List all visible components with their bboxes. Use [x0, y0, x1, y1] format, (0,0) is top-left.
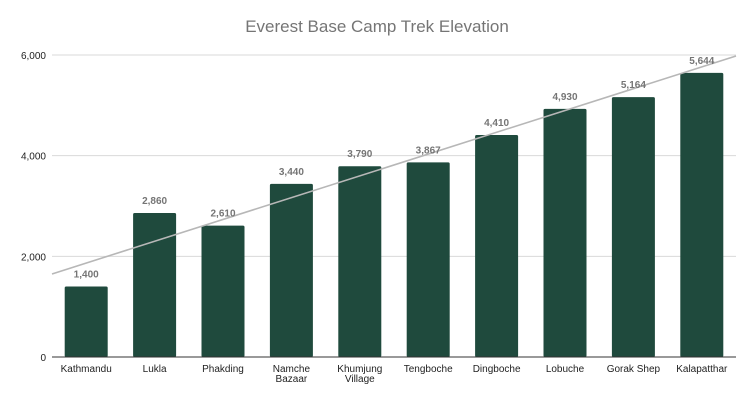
x-tick-label: Namche Bazaar: [273, 364, 311, 385]
x-tick-label-line: Village: [345, 374, 375, 385]
x-tick-label-line: Namche: [273, 364, 311, 375]
x-tick-label: Kalapatthar: [676, 364, 728, 375]
x-tick-label-line: Khumjung: [337, 364, 382, 375]
x-tick-label-line: Lukla: [143, 364, 167, 375]
x-tick-label: Khumjung Village: [337, 364, 382, 385]
data-label: 1,400: [74, 270, 99, 281]
data-label: 3,867: [416, 145, 441, 156]
x-tick-label-line: Gorak Shep: [607, 364, 661, 375]
x-tick-label-line: Lobuche: [546, 364, 585, 375]
x-tick-label: Gorak Shep: [607, 364, 661, 375]
bar: [680, 72, 724, 357]
trendline: [51, 55, 737, 275]
x-tick-label-line: Kathmandu: [61, 364, 112, 375]
bars: [64, 72, 724, 358]
bar: [406, 162, 450, 357]
x-tick-label: Tengboche: [404, 364, 453, 375]
data-label: 2,610: [210, 209, 235, 220]
bar: [338, 166, 382, 357]
y-tick-label: 2,000: [21, 252, 46, 263]
bar: [133, 213, 177, 357]
trendline-group: [51, 55, 737, 275]
x-axis-labels: Kathmandu Lukla Phakding Namche Bazaar Khumju…: [61, 364, 728, 385]
y-tick-label: 6,000: [21, 51, 46, 62]
bar: [64, 286, 108, 357]
x-tick-label: Phakding: [202, 364, 244, 375]
bar: [269, 183, 313, 357]
bar: [543, 108, 587, 358]
data-label: 2,860: [142, 196, 167, 207]
x-tick-label-line: Phakding: [202, 364, 244, 375]
data-label: 5,164: [621, 80, 646, 91]
data-label: 4,410: [484, 118, 509, 129]
x-tick-label: Dingboche: [473, 364, 521, 375]
bar: [611, 97, 655, 357]
data-labels: 1,400 2,860 2,610 3,440 3,790 3,867 4,410 4,930…: [74, 56, 715, 281]
y-axis-labels: 0 2,000 4,000 6,000: [21, 51, 46, 364]
x-tick-label: Lukla: [143, 364, 167, 375]
x-tick-label-line: Kalapatthar: [676, 364, 728, 375]
x-tick-label-line: Tengboche: [404, 364, 453, 375]
data-label: 5,644: [689, 56, 714, 67]
y-tick-label: 4,000: [21, 152, 46, 163]
y-tick-label: 0: [40, 353, 46, 364]
x-tick-label-line: Bazaar: [276, 374, 308, 385]
x-tick-label-line: Dingboche: [473, 364, 521, 375]
data-label: 3,790: [347, 149, 372, 160]
data-label: 3,440: [279, 167, 304, 178]
bar: [201, 225, 245, 357]
x-tick-label: Lobuche: [546, 364, 585, 375]
x-tick-label: Kathmandu: [61, 364, 112, 375]
chart-title: Everest Base Camp Trek Elevation: [245, 17, 509, 36]
bar: [475, 135, 519, 357]
data-label: 4,930: [552, 92, 577, 103]
